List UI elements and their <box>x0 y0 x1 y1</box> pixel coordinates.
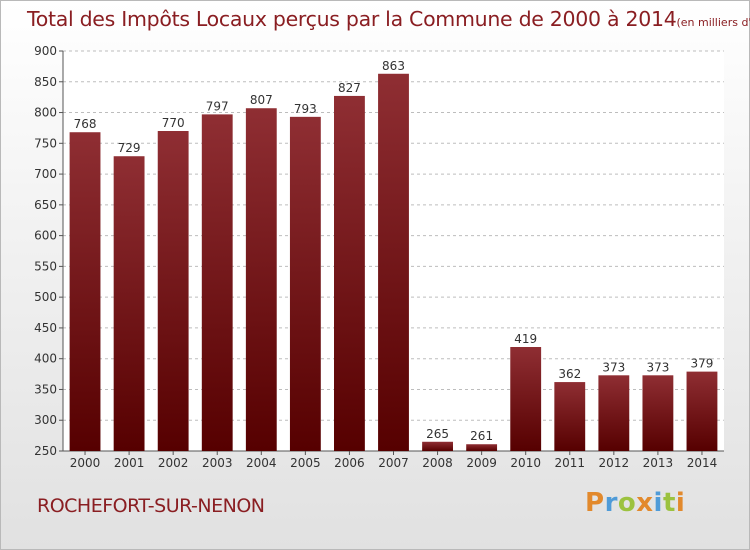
y-tick-label: 850 <box>34 75 57 89</box>
x-tick-label: 2009 <box>466 456 497 470</box>
x-tick-label: 2002 <box>158 456 189 470</box>
bar <box>289 116 321 451</box>
x-tick-label: 2010 <box>510 456 541 470</box>
bar <box>642 375 674 451</box>
y-tick-label: 600 <box>34 229 57 243</box>
chart-title: Total des Impôts Locaux perçus par la Co… <box>27 7 677 31</box>
x-tick-label: 2014 <box>687 456 718 470</box>
y-tick-label: 450 <box>34 321 57 335</box>
bar <box>466 444 498 451</box>
bar <box>510 347 542 451</box>
y-tick-label: 350 <box>34 382 57 396</box>
bar-value-label: 419 <box>514 332 537 346</box>
bar <box>686 371 718 451</box>
bar-value-label: 827 <box>338 81 361 95</box>
logo-letter: o <box>617 488 637 518</box>
bar-value-label: 373 <box>646 360 669 374</box>
bar <box>69 132 101 451</box>
logo-letter: t <box>662 488 676 518</box>
bar <box>201 114 233 451</box>
bar <box>113 156 145 451</box>
bar-value-label: 379 <box>691 357 714 371</box>
bar-value-label: 807 <box>250 93 273 107</box>
x-tick-label: 2004 <box>246 456 277 470</box>
bar-value-label: 793 <box>294 102 317 116</box>
x-tick-label: 2001 <box>114 456 145 470</box>
bar-value-label: 265 <box>426 427 449 441</box>
y-tick-label: 700 <box>34 167 57 181</box>
x-tick-label: 2011 <box>554 456 585 470</box>
y-tick-label: 500 <box>34 290 57 304</box>
y-tick-label: 550 <box>34 259 57 273</box>
logo-letter: r <box>604 488 618 518</box>
commune-name: ROCHEFORT-SUR-NENON <box>37 495 265 517</box>
logo-letter: i <box>675 488 686 518</box>
bar-value-label: 770 <box>162 116 185 130</box>
bar-value-label: 362 <box>558 367 581 381</box>
bar <box>334 95 365 451</box>
x-tick-label: 2012 <box>599 456 630 470</box>
bar <box>598 375 630 451</box>
x-tick-label: 2003 <box>202 456 233 470</box>
y-tick-label: 900 <box>34 44 57 58</box>
bar-value-label: 768 <box>74 117 97 131</box>
logo-letter: i <box>653 488 663 518</box>
x-tick-label: 2000 <box>70 456 101 470</box>
bar <box>245 108 277 451</box>
bar-value-label: 797 <box>206 99 229 113</box>
y-tick-label: 650 <box>34 198 57 212</box>
x-tick-label: 2007 <box>378 456 409 470</box>
y-tick-label: 750 <box>34 136 57 150</box>
bar <box>378 73 409 452</box>
bar-value-label: 729 <box>118 141 141 155</box>
y-tick-label: 800 <box>34 106 57 120</box>
x-tick-label: 2013 <box>643 456 674 470</box>
chart-unit: (en milliers d'€) <box>676 16 750 29</box>
logo-letter: x <box>636 488 654 518</box>
y-tick-label: 250 <box>34 444 57 458</box>
bar <box>554 382 586 451</box>
x-tick-label: 2005 <box>290 456 321 470</box>
bar <box>422 441 453 451</box>
y-tick-label: 400 <box>34 352 57 366</box>
bar-value-label: 863 <box>382 59 405 73</box>
bar <box>157 131 189 451</box>
proxiti-logo: Proxiti <box>585 488 685 518</box>
bar-value-label: 261 <box>470 429 493 443</box>
bar-value-label: 373 <box>602 360 625 374</box>
x-tick-label: 2006 <box>334 456 365 470</box>
chart-title-row: Total des Impôts Locaux perçus par la Co… <box>27 7 750 31</box>
logo-letter: P <box>585 488 605 518</box>
x-tick-label: 2008 <box>422 456 453 470</box>
y-tick-label: 300 <box>34 413 57 427</box>
